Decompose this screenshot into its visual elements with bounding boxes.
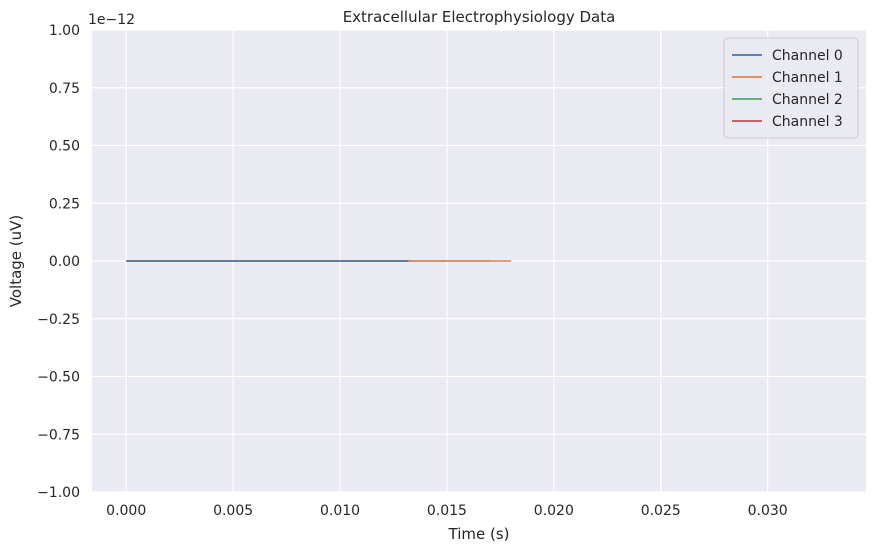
chart-title: Extracellular Electrophysiology Data [343,8,616,26]
y-tick-label: −1.00 [37,485,80,501]
y-tick-label: 0.75 [49,81,80,97]
x-tick-label: 0.020 [534,503,574,519]
legend-label: Channel 1 [772,70,843,86]
y-tick-label: 0.00 [49,254,80,270]
x-axis-label: Time (s) [448,525,510,543]
x-tick-label: 0.010 [320,503,360,519]
y-tick-label: −0.75 [37,427,80,443]
y-tick-label: 0.25 [49,196,80,212]
x-tick-label: 0.005 [213,503,253,519]
x-tick-label: 0.000 [106,503,146,519]
x-tick-labels: 0.000 0.005 0.010 0.015 0.020 0.025 0.030 [106,503,788,519]
y-axis-label: Voltage (uV) [7,215,25,308]
legend-label: Channel 2 [772,92,843,108]
legend-label: Channel 3 [772,114,843,130]
x-tick-label: 0.025 [641,503,681,519]
legend: Channel 0 Channel 1 Channel 2 Channel 3 [723,37,859,139]
legend-box [723,37,859,139]
y-tick-label: −0.25 [37,312,80,328]
y-tick-label: −0.50 [37,370,80,386]
x-tick-label: 0.030 [748,503,788,519]
y-tick-label: 1.00 [49,23,80,39]
y-axis-offset-label: 1e−12 [88,12,135,28]
y-tick-label: 0.50 [49,139,80,155]
y-tick-labels: 1.00 0.75 0.50 0.25 0.00 −0.25 −0.50 −0.75 −1.00 [37,23,80,501]
x-tick-label: 0.015 [427,503,467,519]
y-grid [92,29,866,493]
legend-label: Channel 0 [772,48,843,64]
